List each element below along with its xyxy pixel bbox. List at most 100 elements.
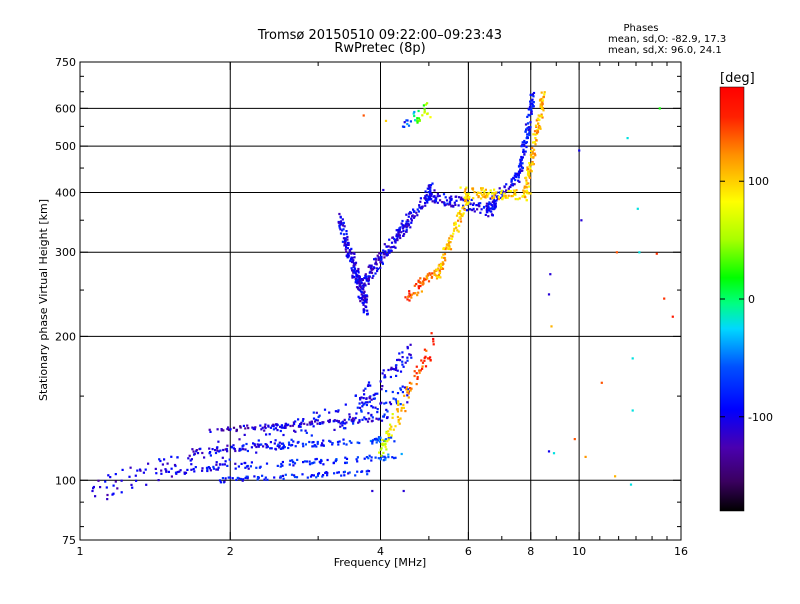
- echo-point: [526, 166, 529, 169]
- echo-point: [405, 222, 408, 225]
- echo-point: [533, 148, 536, 151]
- echo-point: [209, 454, 212, 457]
- echo-point: [406, 390, 409, 393]
- echo-point: [424, 365, 428, 368]
- echo-point: [315, 476, 318, 479]
- echo-point: [491, 196, 494, 199]
- echo-point: [456, 212, 460, 215]
- echo-point: [400, 452, 403, 456]
- echo-point: [486, 195, 489, 198]
- echo-point: [355, 269, 358, 272]
- echo-point: [457, 204, 460, 207]
- echo-point: [399, 388, 403, 391]
- echo-point: [363, 393, 366, 396]
- echo-point: [328, 439, 331, 442]
- echo-point: [380, 401, 383, 404]
- echo-point: [239, 477, 243, 481]
- echo-point: [387, 245, 390, 248]
- echo-point: [367, 265, 370, 268]
- echo-point: [387, 456, 390, 459]
- echo-point: [489, 189, 492, 192]
- echo-point: [272, 428, 275, 431]
- echo-point: [473, 191, 476, 194]
- echo-point: [219, 449, 222, 452]
- echo-point: [239, 426, 242, 429]
- echo-point: [436, 195, 439, 198]
- echo-point: [293, 423, 296, 426]
- echo-point: [189, 459, 192, 462]
- echo-point: [375, 437, 378, 440]
- echo-point: [336, 440, 340, 444]
- echo-point: [404, 410, 407, 413]
- echo-point: [505, 183, 508, 186]
- echo-point: [433, 189, 436, 192]
- echo-point: [281, 464, 284, 467]
- echo-point: [426, 102, 429, 105]
- echo-point: [216, 449, 219, 452]
- echo-point: [424, 103, 427, 106]
- echo-point: [406, 386, 409, 389]
- echo-point: [375, 417, 378, 420]
- echo-point: [465, 198, 468, 201]
- echo-point: [454, 203, 457, 206]
- echo-point: [487, 209, 491, 212]
- echo-point: [455, 199, 458, 202]
- echo-point: [428, 357, 431, 360]
- echo-point: [402, 365, 405, 368]
- echo-point: [374, 261, 378, 264]
- echo-point: [536, 128, 540, 131]
- echo-point: [193, 452, 196, 455]
- echo-point: [370, 264, 373, 267]
- echo-point: [671, 315, 674, 318]
- echo-point: [326, 458, 329, 462]
- echo-point: [396, 239, 399, 242]
- echo-point: [160, 469, 163, 472]
- echo-point: [450, 198, 453, 201]
- echo-point: [346, 238, 349, 241]
- colorbar-label: [deg]: [720, 71, 755, 86]
- echo-point: [413, 215, 416, 218]
- echo-point: [380, 419, 384, 422]
- echo-point: [424, 204, 427, 207]
- echo-point: [472, 207, 475, 210]
- echo-point: [348, 413, 351, 416]
- echo-point: [280, 462, 283, 466]
- echo-point: [404, 296, 407, 299]
- echo-point: [529, 167, 532, 170]
- echo-point: [208, 428, 211, 431]
- echo-point: [383, 402, 386, 405]
- echo-point: [366, 309, 369, 312]
- echo-point: [397, 402, 400, 405]
- echo-point: [339, 228, 342, 231]
- echo-point: [246, 449, 249, 453]
- echo-point: [339, 223, 342, 226]
- echo-point: [417, 285, 420, 288]
- echo-point: [343, 225, 346, 228]
- echo-point: [379, 261, 382, 264]
- echo-point: [503, 185, 506, 188]
- echo-point: [432, 337, 435, 341]
- echo-point: [495, 195, 498, 198]
- echo-point: [385, 245, 388, 248]
- echo-point: [363, 416, 366, 419]
- echo-point: [526, 127, 529, 130]
- echo-point: [406, 356, 409, 359]
- echo-point: [529, 126, 532, 129]
- echo-point: [368, 264, 371, 267]
- echo-point: [449, 241, 452, 244]
- echo-point: [329, 440, 332, 443]
- echo-point: [371, 439, 375, 442]
- echo-point: [269, 426, 272, 429]
- echo-point: [377, 258, 380, 261]
- echo-point: [337, 221, 340, 224]
- echo-point: [415, 365, 418, 368]
- echo-point: [444, 196, 447, 199]
- echo-point: [288, 463, 291, 466]
- echo-point: [217, 450, 220, 453]
- echo-point: [378, 417, 381, 420]
- echo-point: [380, 258, 383, 261]
- echo-point: [424, 355, 427, 358]
- echo-point: [226, 450, 229, 453]
- echo-point: [206, 469, 209, 473]
- echo-point: [427, 187, 431, 190]
